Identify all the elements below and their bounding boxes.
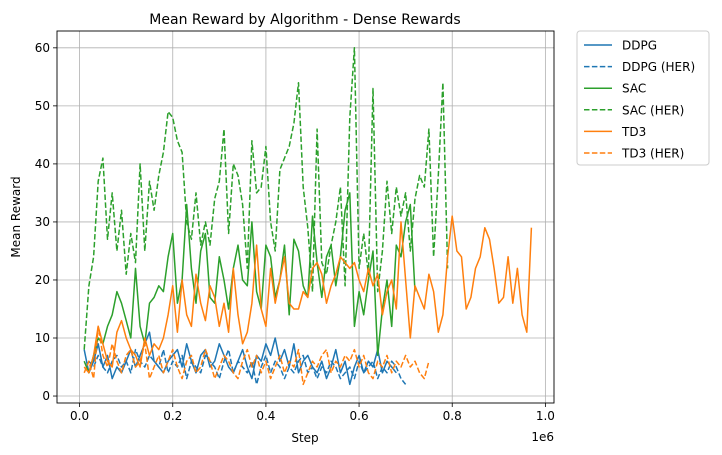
x-tick-label: 0.6	[350, 409, 369, 423]
series-line-ddpg-her	[88, 348, 407, 386]
series-line-sac	[83, 192, 416, 374]
y-tick-label: 40	[35, 157, 50, 171]
x-offset-label: 1e6	[531, 430, 554, 444]
x-tick-label: 0.4	[256, 409, 275, 423]
x-tick-label: 0.0	[70, 409, 89, 423]
legend-label: SAC (HER)	[622, 103, 684, 117]
series-line-sac-her	[83, 47, 449, 350]
x-tick-label: 1.0	[536, 409, 555, 423]
y-tick-label: 30	[35, 215, 50, 229]
grid-lines	[57, 31, 554, 403]
legend: DDPG DDPG (HER) SAC SAC (HER) TD3 TD3 (HER)	[576, 30, 710, 166]
y-tick-label: 0	[42, 389, 50, 403]
y-tick-label: 50	[35, 99, 50, 113]
y-tick-label: 10	[35, 331, 50, 345]
series-line-td3-her	[83, 325, 430, 386]
legend-label: TD3	[621, 125, 646, 139]
x-tick-label: 0.8	[443, 409, 462, 423]
legend-label: TD3 (HER)	[621, 147, 684, 161]
legend-label: DDPG	[622, 39, 657, 53]
chart-title: Mean Reward by Algorithm - Dense Rewards	[149, 12, 460, 28]
series-lines	[83, 47, 533, 386]
y-axis-ticks: 0 10 20 30 40 50 60	[35, 41, 57, 403]
y-tick-label: 60	[35, 41, 50, 55]
series-line-td3	[83, 215, 533, 374]
plot-frame	[56, 30, 555, 404]
x-tick-label: 0.2	[163, 409, 182, 423]
x-axis-label: Step	[291, 431, 318, 445]
x-axis-ticks: 0.0 0.2 0.4 0.6 0.8 1.0	[70, 403, 555, 423]
y-tick-label: 20	[35, 273, 50, 287]
y-axis-label: Mean Reward	[9, 176, 23, 257]
legend-label: DDPG (HER)	[622, 60, 695, 74]
legend-label: SAC	[622, 82, 646, 96]
